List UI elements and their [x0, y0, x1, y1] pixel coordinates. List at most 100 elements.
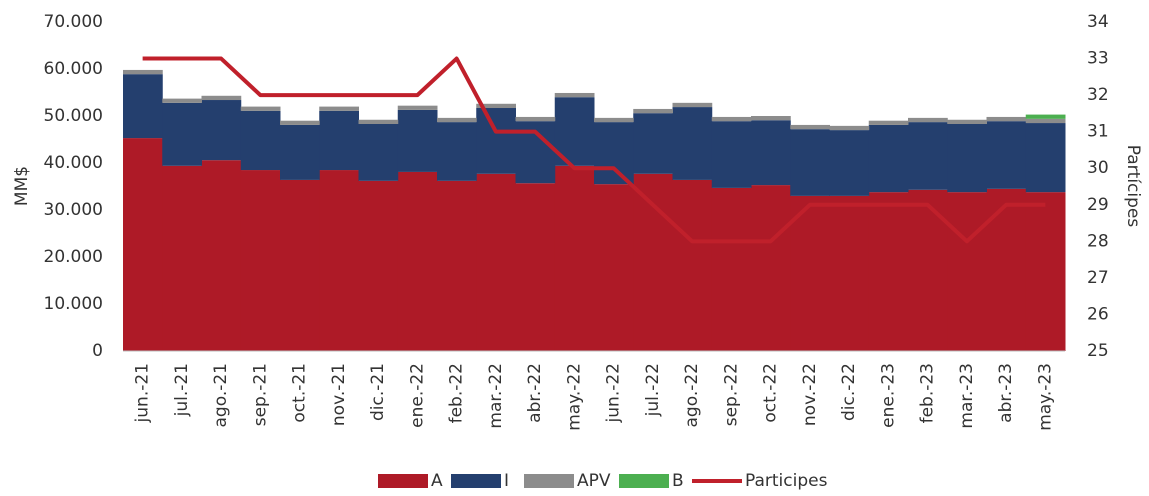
y2-tick-label: 28	[1087, 231, 1109, 251]
y2-tick-label: 33	[1087, 49, 1109, 69]
x-tick-label: jun.-22	[604, 363, 624, 423]
x-tick-label: dic.-21	[368, 363, 388, 421]
legend-label: I	[504, 471, 509, 491]
bar-segment	[123, 69, 163, 75]
bar-segment	[358, 119, 399, 124]
x-tick-label: abr.-23	[996, 363, 1016, 423]
bar-segment	[1025, 192, 1066, 351]
bar-segment	[554, 165, 595, 351]
bar-segment	[672, 179, 713, 351]
bar-segment	[947, 123, 987, 193]
y2-tick-label: 29	[1087, 195, 1109, 215]
y2-tick-label: 26	[1087, 304, 1109, 324]
y-tick-label: 50.000	[44, 106, 103, 126]
bar-segment	[123, 138, 163, 351]
bar-segment	[319, 106, 359, 111]
bar-segment	[868, 120, 909, 125]
bar-segment	[594, 122, 634, 185]
bar-segment	[986, 116, 1027, 122]
bar-segment	[751, 185, 791, 351]
bar-segment	[711, 116, 752, 122]
bar-segment	[829, 125, 870, 131]
bar-segment	[201, 160, 242, 351]
bar-segment	[751, 116, 791, 121]
legend-label: B	[672, 471, 684, 491]
y2-tick-label: 30	[1087, 158, 1109, 178]
bar-segment	[829, 195, 870, 351]
bar-segment	[908, 122, 948, 190]
x-tick-label: jul.-22	[643, 363, 663, 417]
x-tick-label: jun.-21	[133, 363, 153, 423]
x-tick-label: feb.-22	[447, 363, 467, 423]
x-tick-label: ene.-23	[878, 363, 898, 428]
bar-segment	[280, 124, 320, 180]
legend-label: APV	[577, 471, 611, 491]
y2-tick-label: 34	[1087, 12, 1109, 32]
line	[142, 56, 1046, 244]
legend-swatch	[524, 474, 574, 488]
bar-segment	[751, 120, 791, 186]
bar-segment	[476, 108, 516, 174]
bar-segment	[358, 180, 399, 351]
bar-segment	[633, 108, 673, 114]
bar-segment	[554, 92, 595, 98]
y2-tick-label: 32	[1087, 85, 1109, 105]
bar-segment	[476, 173, 516, 351]
bar-segment	[868, 124, 909, 193]
bar-segment	[633, 173, 673, 351]
bar-segment	[711, 187, 752, 351]
x-tick-label: feb.-23	[918, 363, 938, 423]
bar-segment	[908, 189, 948, 351]
bar-segment	[672, 102, 713, 108]
y-tick-label: 60.000	[44, 59, 103, 79]
x-tick-label: sep.-21	[250, 363, 270, 426]
y2-tick-label: 27	[1087, 268, 1109, 288]
bar-segment	[437, 122, 477, 181]
bar-segment	[790, 129, 830, 196]
bar-segment	[162, 98, 202, 103]
y-tick-label: 20.000	[44, 247, 103, 267]
legend-swatch	[451, 474, 501, 488]
bar-segment	[986, 121, 1027, 189]
bar-segment	[201, 100, 242, 161]
bar-segment	[594, 117, 634, 123]
y2-tick-label: 31	[1087, 122, 1109, 142]
bar-segment	[947, 192, 987, 351]
bar-segment	[1025, 118, 1066, 124]
bar-segment	[280, 179, 320, 351]
legend-label: A	[431, 471, 443, 491]
bar-segment	[397, 171, 438, 351]
y-tick-label: 40.000	[44, 153, 103, 173]
x-tick-label: may.-22	[564, 363, 584, 431]
bar-segment	[397, 105, 438, 110]
legend-swatch	[619, 474, 669, 488]
bar-segment	[1025, 123, 1066, 193]
x-tick-label: jul.-21	[172, 363, 192, 417]
y-axis-label: MM$	[12, 166, 32, 206]
bar-segment	[790, 124, 830, 130]
bar-segment	[240, 110, 281, 171]
legend-swatch	[378, 474, 428, 488]
y-tick-label: 10.000	[44, 294, 103, 314]
x-tick-label: ene.-22	[407, 363, 427, 428]
bar-segment	[240, 170, 281, 351]
bar-segment	[162, 165, 202, 351]
bar-segment	[515, 183, 556, 351]
bar-segment	[319, 170, 359, 351]
bar-segment	[868, 192, 909, 351]
bar-segment	[437, 117, 477, 123]
bar-segment	[711, 121, 752, 188]
bar-segment	[240, 106, 281, 111]
bar-segment	[162, 102, 202, 166]
bar-segment	[476, 103, 516, 109]
x-tick-label: abr.-22	[525, 363, 545, 423]
x-tick-label: dic.-22	[839, 363, 859, 421]
bar-segment	[594, 184, 634, 351]
bar-segment	[947, 119, 987, 124]
y-tick-label: 0	[92, 341, 103, 361]
bar-segment	[1025, 114, 1066, 119]
bar-segment	[397, 109, 438, 172]
y2-axis-label: Partícipes	[1123, 145, 1143, 228]
bar-segment	[358, 123, 399, 181]
